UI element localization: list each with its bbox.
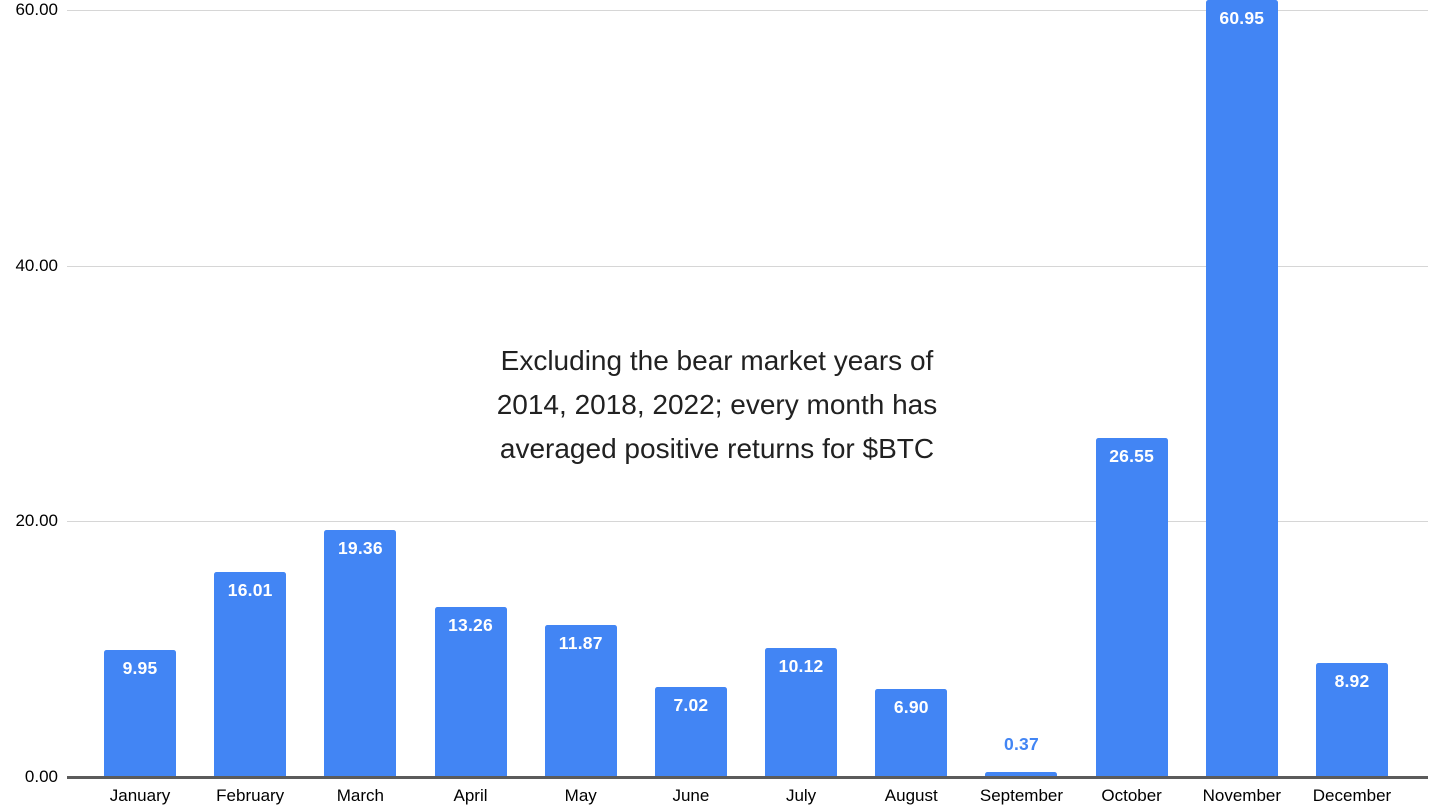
bar-value-october: 26.55 (1109, 445, 1155, 466)
bar-value-march: 19.36 (337, 537, 383, 558)
bar-may[interactable] (544, 625, 617, 777)
bar-december[interactable] (1316, 662, 1388, 777)
bar-value-may: 11.87 (558, 633, 603, 654)
x-label-july: July (785, 786, 817, 805)
gridline-40.00 (67, 265, 1428, 267)
y-tick-label-60.00: 60.00 (15, 0, 58, 19)
bar-july[interactable] (765, 647, 838, 777)
bar-april[interactable] (434, 607, 507, 777)
gridline-20.00 (67, 521, 1428, 523)
x-label-september: September (979, 786, 1064, 805)
bar-june[interactable] (654, 687, 727, 777)
x-label-february: February (216, 786, 285, 805)
bar-value-december: 8.92 (1334, 670, 1370, 691)
bar-march[interactable] (324, 529, 397, 777)
bar-value-november: 60.95 (1219, 8, 1265, 28)
x-label-december: December (1312, 786, 1392, 805)
bar-value-february: 16.01 (227, 580, 273, 601)
bar-september[interactable] (985, 772, 1058, 777)
x-label-august: August (884, 786, 938, 805)
x-label-april: April (453, 786, 488, 805)
annotation-line-2: 2014, 2018, 2022; every month has (496, 389, 938, 420)
bar-february[interactable] (214, 572, 287, 777)
bar-value-august: 6.90 (893, 696, 929, 717)
y-tick-label-20.00: 20.00 (15, 511, 58, 531)
chart-annotation: Excluding the bear market years of 2014,… (357, 339, 1077, 471)
x-axis-line (67, 776, 1428, 779)
x-label-march: March (336, 786, 384, 805)
bar-value-july: 10.12 (778, 655, 824, 676)
y-tick-label-40.00: 40.00 (15, 255, 58, 275)
bar-october[interactable] (1095, 437, 1168, 777)
gridline-60.00 (67, 10, 1428, 11)
annotation-line-3: averaged positive returns for $BTC (499, 433, 935, 464)
y-tick-label-0.00: 0.00 (24, 767, 58, 786)
bar-august[interactable] (875, 688, 948, 777)
bar-november[interactable] (1205, 0, 1278, 777)
bar-january[interactable] (104, 649, 176, 777)
bar-value-april: 13.26 (448, 615, 493, 636)
x-label-may: May (564, 786, 597, 805)
bar-value-september: 0.37 (1004, 734, 1039, 755)
x-label-june: June (672, 786, 710, 805)
bar-value-january: 9.95 (122, 657, 158, 678)
bar-value-june: 7.02 (673, 695, 709, 716)
x-label-january: January (109, 786, 171, 805)
x-label-november: November (1202, 786, 1282, 805)
x-label-october: October (1101, 786, 1162, 805)
annotation-line-1: Excluding the bear market years of (500, 345, 934, 376)
